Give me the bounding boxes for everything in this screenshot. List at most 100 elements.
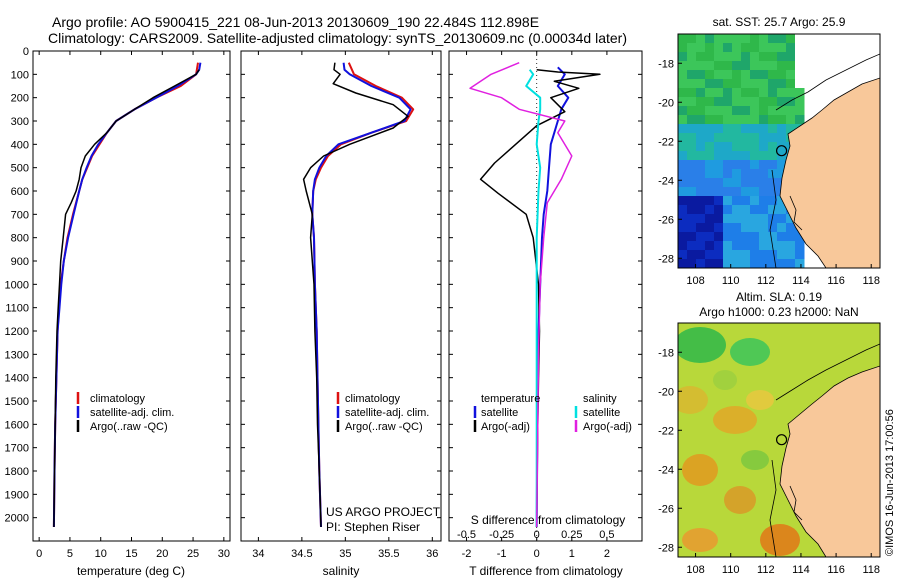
sst-cell <box>750 70 760 80</box>
lon-tick-label: 112 <box>757 564 775 576</box>
sst-cell <box>723 106 733 116</box>
sst-cell <box>723 169 733 179</box>
sst-cell <box>741 142 751 152</box>
sst-cell <box>696 205 706 215</box>
sst-cell <box>687 34 697 44</box>
sst-cell <box>705 133 715 143</box>
sst-cell <box>678 241 688 251</box>
sst-cell <box>723 259 733 268</box>
sst-cell <box>705 205 715 215</box>
sst-cell <box>714 79 724 89</box>
sst-cell <box>714 250 724 260</box>
bathymetry-contour <box>775 343 880 401</box>
sst-cell <box>777 43 787 53</box>
sst-cell <box>750 88 760 98</box>
sst-cell <box>786 43 796 53</box>
sst-cell <box>768 232 778 242</box>
sst-cell <box>777 52 787 62</box>
depth-tick-label: 600 <box>11 186 29 198</box>
sst-cell <box>759 223 769 233</box>
series-line-argo-raw-qc- <box>53 69 200 528</box>
sst-cell <box>678 178 688 188</box>
lon-tick-label: 108 <box>686 275 704 287</box>
lon-tick-label: 118 <box>862 564 880 576</box>
sst-cell <box>795 232 805 242</box>
depth-tick-label: 1400 <box>5 373 29 385</box>
sst-cell <box>732 250 742 260</box>
sst-cell <box>732 223 742 233</box>
sst-cell <box>795 106 805 116</box>
sst-cell <box>768 106 778 116</box>
sst-cell <box>696 70 706 80</box>
sst-cell <box>705 214 715 224</box>
sst-cell <box>759 52 769 62</box>
legend-label: satellite <box>583 407 620 419</box>
sst-cell <box>768 187 778 197</box>
sst-cell <box>750 214 760 224</box>
x-tick-label: 1 <box>569 548 575 560</box>
sst-cell <box>705 187 715 197</box>
sst-cell <box>687 178 697 188</box>
sst-cell <box>741 250 751 260</box>
sst-cell <box>768 160 778 170</box>
sst-cell <box>678 196 688 206</box>
sst-cell <box>759 250 769 260</box>
sst-cell <box>732 160 742 170</box>
sst-cell <box>732 124 742 134</box>
sst-cell <box>723 178 733 188</box>
sst-cell <box>687 241 697 251</box>
sst-cell <box>732 97 742 107</box>
sst-cell <box>696 259 706 268</box>
sla-blob <box>741 450 769 470</box>
sst-cell <box>696 106 706 116</box>
sst-cell <box>741 124 751 134</box>
sst-cell <box>714 43 724 53</box>
sst-cell <box>732 205 742 215</box>
depth-tick-label: 100 <box>11 69 29 81</box>
sst-cell <box>696 250 706 260</box>
sst-cell <box>768 79 778 89</box>
temperature-xlabel: temperature (deg C) <box>77 564 185 578</box>
sst-cell <box>705 61 715 71</box>
sla-blob <box>746 390 774 410</box>
sst-cell <box>696 52 706 62</box>
sst-cell <box>741 169 751 179</box>
depth-tick-label: 800 <box>11 233 29 245</box>
sst-cell <box>777 142 787 152</box>
sst-cell <box>705 223 715 233</box>
lat-tick-label: -26 <box>658 503 674 515</box>
sst-cell <box>759 61 769 71</box>
sst-cell <box>678 160 688 170</box>
depth-axis: 0 100 200 300 400 500 600 700 800 900 1000 1100 1200… <box>5 46 642 525</box>
sst-cell <box>777 214 787 224</box>
sst-cell <box>750 241 760 251</box>
sst-cell <box>786 79 796 89</box>
series-line-satellite-adj-clim- <box>52 62 202 528</box>
series-line-satellite-adj-clim- <box>311 62 412 528</box>
sst-cell <box>723 205 733 215</box>
sst-cell <box>759 34 769 44</box>
sst-cell <box>723 142 733 152</box>
sst-cell <box>777 205 787 215</box>
lat-tick-label: -20 <box>658 386 674 398</box>
sst-cell <box>696 196 706 206</box>
salinity-xlabel: salinity <box>323 564 360 578</box>
sst-cell <box>750 61 760 71</box>
sst-cell <box>714 142 724 152</box>
lon-tick-label: 114 <box>792 564 810 576</box>
sst-cell <box>723 250 733 260</box>
sst-cell <box>750 178 760 188</box>
sst-map-axes: 108 110 112 114 116 118 -18 -20 -22 -24 -26 -28 <box>658 58 880 287</box>
sst-cell <box>732 169 742 179</box>
sst-cell <box>750 250 760 260</box>
sst-cell <box>723 151 733 161</box>
lon-tick-label: 116 <box>827 564 845 576</box>
depth-tick-label: 1100 <box>5 303 29 315</box>
sst-cell <box>687 70 697 80</box>
sst-cell <box>777 223 787 233</box>
sst-cell <box>759 115 769 125</box>
sst-cell <box>786 88 796 98</box>
lat-tick-label: -26 <box>658 214 674 226</box>
sst-cell <box>759 187 769 197</box>
sst-cell <box>687 115 697 125</box>
